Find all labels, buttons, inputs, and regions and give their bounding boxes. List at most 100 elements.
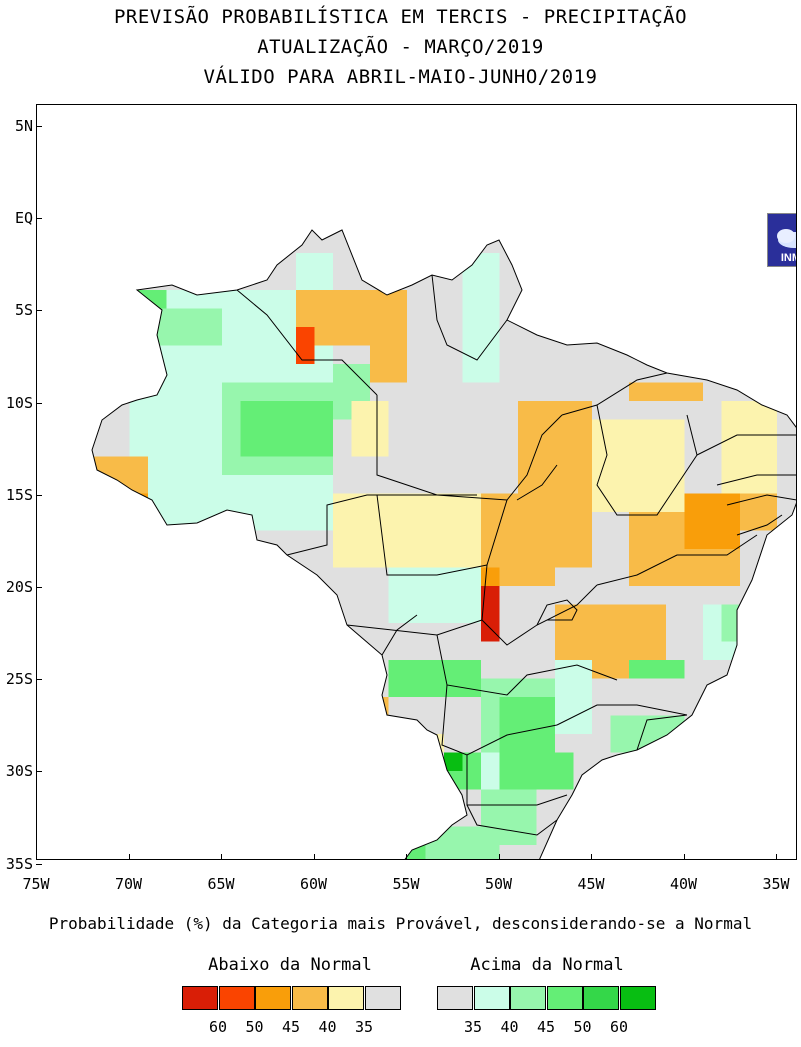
grid-cell (277, 438, 297, 457)
grid-cell (684, 382, 704, 402)
grid-cell (481, 253, 500, 272)
border-pi (596, 404, 698, 516)
grid-cell (407, 456, 426, 476)
grid-cell (555, 734, 574, 753)
border-pe-al (726, 494, 796, 506)
legend-swatch-below (364, 986, 401, 1010)
grid-cell (333, 567, 352, 587)
grid-cell (351, 401, 371, 420)
grid-cell (222, 327, 241, 346)
grid-cell (259, 475, 278, 494)
grid-cell (499, 290, 519, 309)
grid-cell (462, 752, 482, 772)
grid-cell (499, 456, 519, 476)
grid-cell (129, 419, 149, 439)
grid-cell (203, 382, 223, 402)
grid-cell (222, 493, 241, 513)
grid-cell (703, 419, 722, 439)
grid-cell (499, 475, 519, 494)
grid-cell (684, 456, 704, 476)
grid-cell (388, 493, 408, 513)
grid-cell (555, 660, 574, 679)
grid-cell (647, 456, 667, 476)
border-ma-to (516, 464, 558, 501)
grid-cell (499, 771, 519, 790)
legend-below-title: Abaixo da Normal (208, 955, 372, 975)
grid-cell (351, 308, 371, 328)
grid-cell (370, 382, 389, 402)
grid-cell (721, 530, 741, 550)
grid-cell (499, 271, 519, 291)
grid-cell (462, 493, 482, 513)
grid-cell (610, 493, 630, 513)
grid-cell (536, 345, 556, 365)
grid-cell (721, 586, 741, 605)
border-pb (716, 474, 796, 486)
grid-cell (111, 438, 130, 457)
grid-cell (592, 364, 611, 383)
grid-cell (610, 734, 630, 753)
border-ma-pi (561, 372, 668, 416)
grid-cell (333, 290, 352, 309)
grid-cell (407, 345, 426, 365)
grid-cell (259, 512, 278, 531)
grid-cell (573, 641, 593, 661)
legend-label-above: 60 (609, 1018, 629, 1036)
grid-cell (629, 512, 648, 531)
grid-cell (721, 401, 741, 420)
grid-cell (388, 308, 408, 328)
grid-cell (148, 438, 167, 457)
grid-cell (296, 419, 315, 439)
grid-cell (666, 419, 685, 439)
grid-cell (592, 345, 611, 365)
grid-cell (277, 530, 297, 550)
grid-cell (277, 512, 297, 531)
grid-cell (592, 678, 611, 698)
grid-cell (592, 382, 611, 402)
grid-cell (444, 290, 463, 309)
border-ro-am (286, 494, 477, 556)
grid-cell (499, 623, 519, 642)
grid-cell (222, 438, 241, 457)
grid-cell (425, 327, 445, 346)
grid-cell (740, 549, 759, 568)
grid-cell (425, 678, 445, 698)
grid-cell (481, 512, 500, 531)
grid-cell (647, 419, 667, 439)
grid-cell (518, 604, 537, 624)
latitude-label: 5N (14, 117, 33, 135)
grid-cell (536, 771, 556, 790)
grid-cell (518, 364, 537, 383)
grid-cell (610, 364, 630, 383)
grid-cell (425, 660, 445, 679)
grid-cell (462, 623, 482, 642)
latitude-tick (36, 771, 42, 773)
latitude-tick (36, 494, 42, 496)
grid-cell (573, 456, 593, 476)
grid-cell (499, 697, 519, 716)
grid-cell (333, 345, 352, 365)
grid-cell (185, 327, 204, 346)
grid-cell (499, 401, 519, 420)
grid-cell (740, 456, 759, 476)
legend-label-above: 40 (500, 1018, 519, 1036)
grid-cell (185, 382, 204, 402)
grid-cell (462, 530, 482, 550)
grid-cell (444, 826, 463, 846)
latitude-tick (36, 679, 42, 681)
grid-cell (536, 623, 556, 642)
grid-cell (684, 586, 704, 605)
grid-cell (499, 364, 519, 383)
grid-cell (296, 530, 315, 550)
grid-cell (536, 530, 556, 550)
grid-cell (370, 512, 389, 531)
map-title-line-1: PREVISÃO PROBABILÍSTICA EM TERCIS - PREC… (113, 6, 688, 28)
grid-cell (370, 327, 389, 346)
grid-cell (703, 475, 722, 494)
grid-cell (203, 419, 223, 439)
grid-cell (185, 456, 204, 476)
grid-cell (462, 567, 482, 587)
grid-cell (666, 678, 685, 698)
grid-cell (166, 456, 186, 476)
grid-cell (629, 456, 648, 476)
